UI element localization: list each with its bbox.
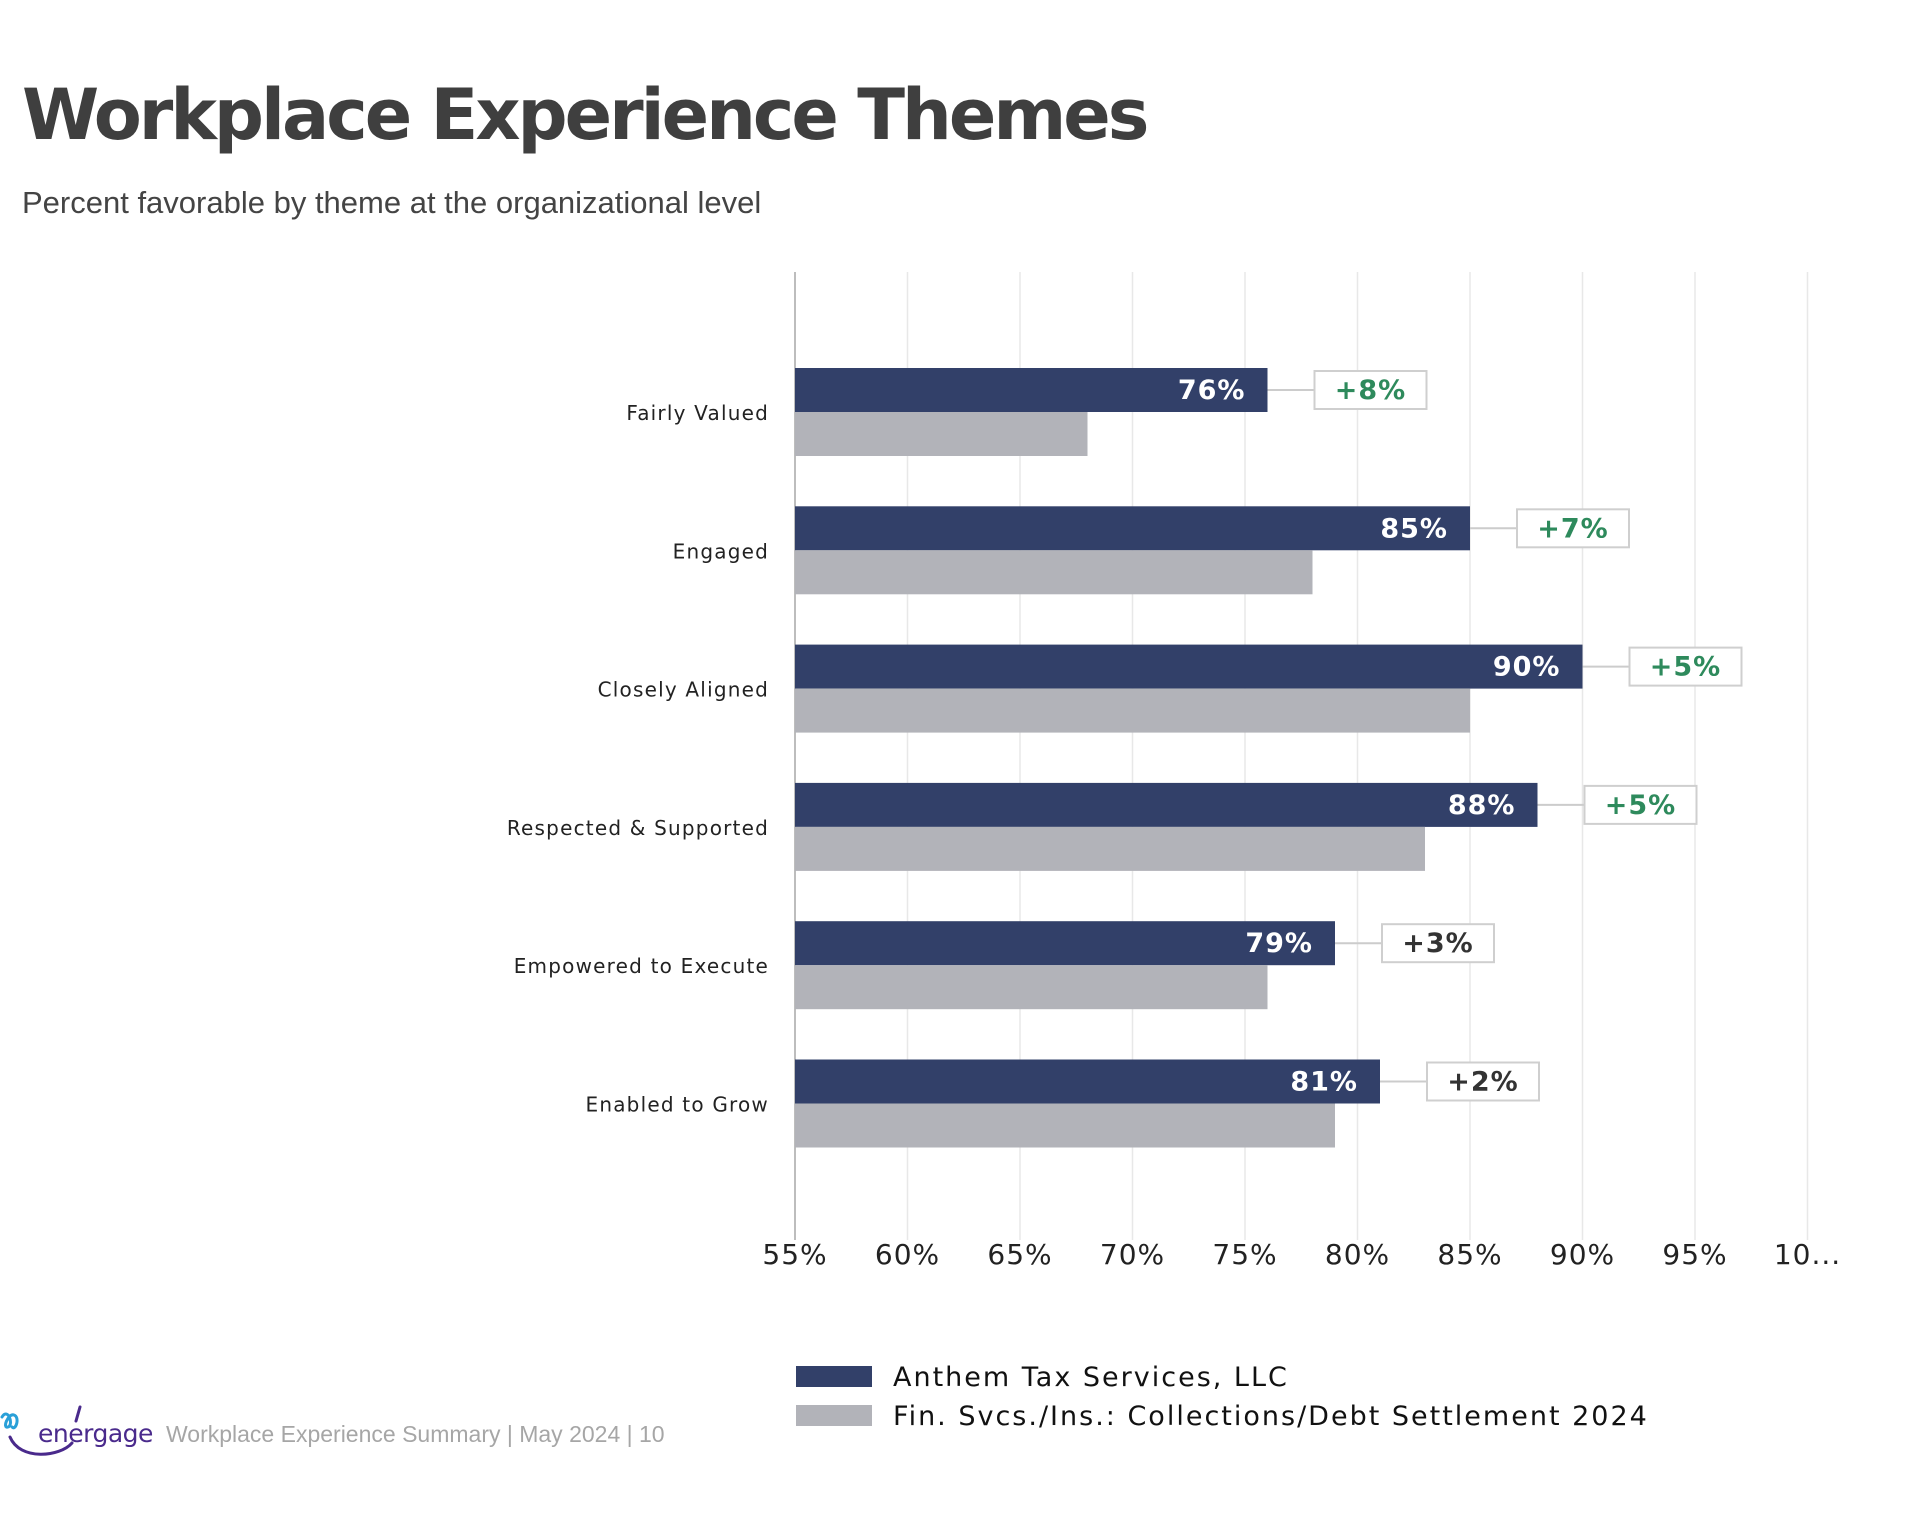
difference-label: +7% (1537, 513, 1608, 544)
primary-bar (795, 368, 1268, 412)
difference-box (1628, 646, 1743, 687)
legend-label: Anthem Tax Services, LLC (893, 1362, 1289, 1393)
primary-bar (795, 506, 1470, 551)
page-subtitle: Percent favorable by theme at the organi… (22, 185, 762, 220)
difference-box (1426, 1061, 1540, 1102)
category-label: Respected & Supported (507, 816, 769, 840)
primary-bar (795, 1059, 1380, 1104)
bar-group: Empowered to Execute 79% +3% (514, 921, 1495, 1010)
benchmark-bar (795, 965, 1268, 1010)
difference-label: +5% (1650, 652, 1721, 683)
difference-box (1313, 370, 1428, 410)
difference-label: +2% (1447, 1067, 1518, 1098)
difference-label: +5% (1605, 790, 1676, 821)
benchmark-bar (795, 412, 1088, 456)
benchmark-bar (795, 826, 1425, 871)
category-label: Empowered to Execute (514, 954, 769, 978)
x-tick-label: 95% (1662, 1238, 1727, 1271)
energage-swirl-icon (0, 1405, 82, 1456)
x-tick-label: 70% (1100, 1238, 1165, 1271)
benchmark-bar (795, 688, 1470, 733)
category-label: Enabled to Grow (586, 1093, 770, 1117)
bar-value-label: 85% (1380, 513, 1448, 544)
difference-box (1381, 923, 1495, 964)
x-axis-ticks: 55% 60% 65% 70% 75% 80% 85% 90% 95% 10... (762, 1238, 1841, 1271)
category-label: Closely Aligned (598, 678, 769, 702)
bar-value-label: 81% (1290, 1067, 1358, 1098)
x-tick-label: 75% (1212, 1238, 1277, 1271)
category-label: Engaged (673, 539, 769, 563)
legend-label: Fin. Svcs./Ins.: Collections/Debt Settle… (893, 1401, 1649, 1432)
page-title: Workplace Experience Themes (22, 74, 1149, 156)
bar-value-label: 79% (1245, 928, 1313, 959)
bar-group: Engaged 85% +7% (673, 506, 1630, 595)
legend-swatch (796, 1366, 872, 1387)
bar-group: Fairly Valued 76% +8% (626, 368, 1428, 456)
bar-value-label: 76% (1178, 375, 1246, 406)
benchmark-bar (795, 1103, 1335, 1148)
x-tick-label: 85% (1437, 1238, 1502, 1271)
difference-label: +8% (1335, 375, 1406, 406)
footer-text: Workplace Experience Summary | May 2024 … (166, 1421, 665, 1447)
difference-label: +3% (1402, 928, 1473, 959)
x-tick-label: 10... (1774, 1238, 1841, 1271)
primary-bar (795, 921, 1335, 966)
bar-value-label: 88% (1448, 790, 1516, 821)
bar-group: Enabled to Grow 81% +2% (586, 1059, 1540, 1148)
primary-bar (795, 782, 1538, 827)
x-tick-label: 80% (1325, 1238, 1390, 1271)
bar-group: Closely Aligned 90% +5% (598, 644, 1743, 733)
x-tick-label: 65% (987, 1238, 1052, 1271)
footer: energage Workplace Experience Summary | … (0, 1405, 665, 1465)
benchmark-bar (795, 550, 1313, 595)
legend-swatch (796, 1405, 872, 1426)
logo-text: energage (38, 1419, 153, 1448)
difference-box (1583, 784, 1698, 825)
energage-logo: energage (0, 1405, 153, 1465)
category-label: Fairly Valued (626, 401, 769, 425)
bar-group: Respected & Supported 88% +5% (507, 782, 1698, 871)
legend: Anthem Tax Services, LLC Fin. Svcs./Ins.:… (796, 1362, 1649, 1432)
x-tick-label: 90% (1550, 1238, 1615, 1271)
x-tick-label: 60% (875, 1238, 940, 1271)
bar-value-label: 90% (1493, 652, 1561, 683)
difference-box (1516, 508, 1630, 549)
x-tick-label: 55% (762, 1238, 827, 1271)
primary-bar (795, 644, 1583, 689)
